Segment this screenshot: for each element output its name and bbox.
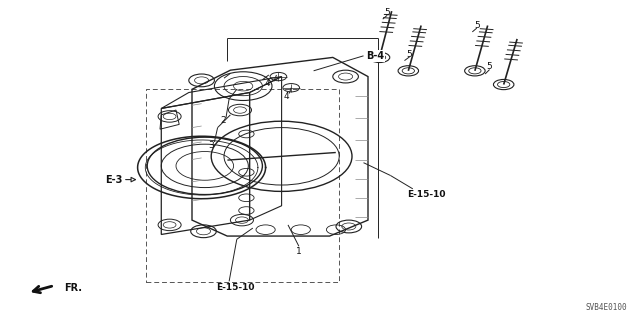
Text: 1: 1 <box>296 247 301 256</box>
Text: 4: 4 <box>284 92 289 101</box>
Text: 2: 2 <box>220 116 225 125</box>
Text: B-4: B-4 <box>366 51 384 61</box>
Text: 5: 5 <box>407 50 412 59</box>
Text: E-15-10: E-15-10 <box>216 283 255 292</box>
Text: 5: 5 <box>474 21 479 30</box>
Text: 4: 4 <box>265 79 270 88</box>
Text: 5: 5 <box>385 8 390 17</box>
Text: 5: 5 <box>487 63 492 71</box>
Text: FR.: FR. <box>64 283 82 293</box>
Text: SVB4E0100: SVB4E0100 <box>586 303 627 312</box>
Text: E-15-10: E-15-10 <box>407 190 445 199</box>
Text: 3: 3 <box>209 141 214 150</box>
Text: E-3: E-3 <box>106 174 123 185</box>
